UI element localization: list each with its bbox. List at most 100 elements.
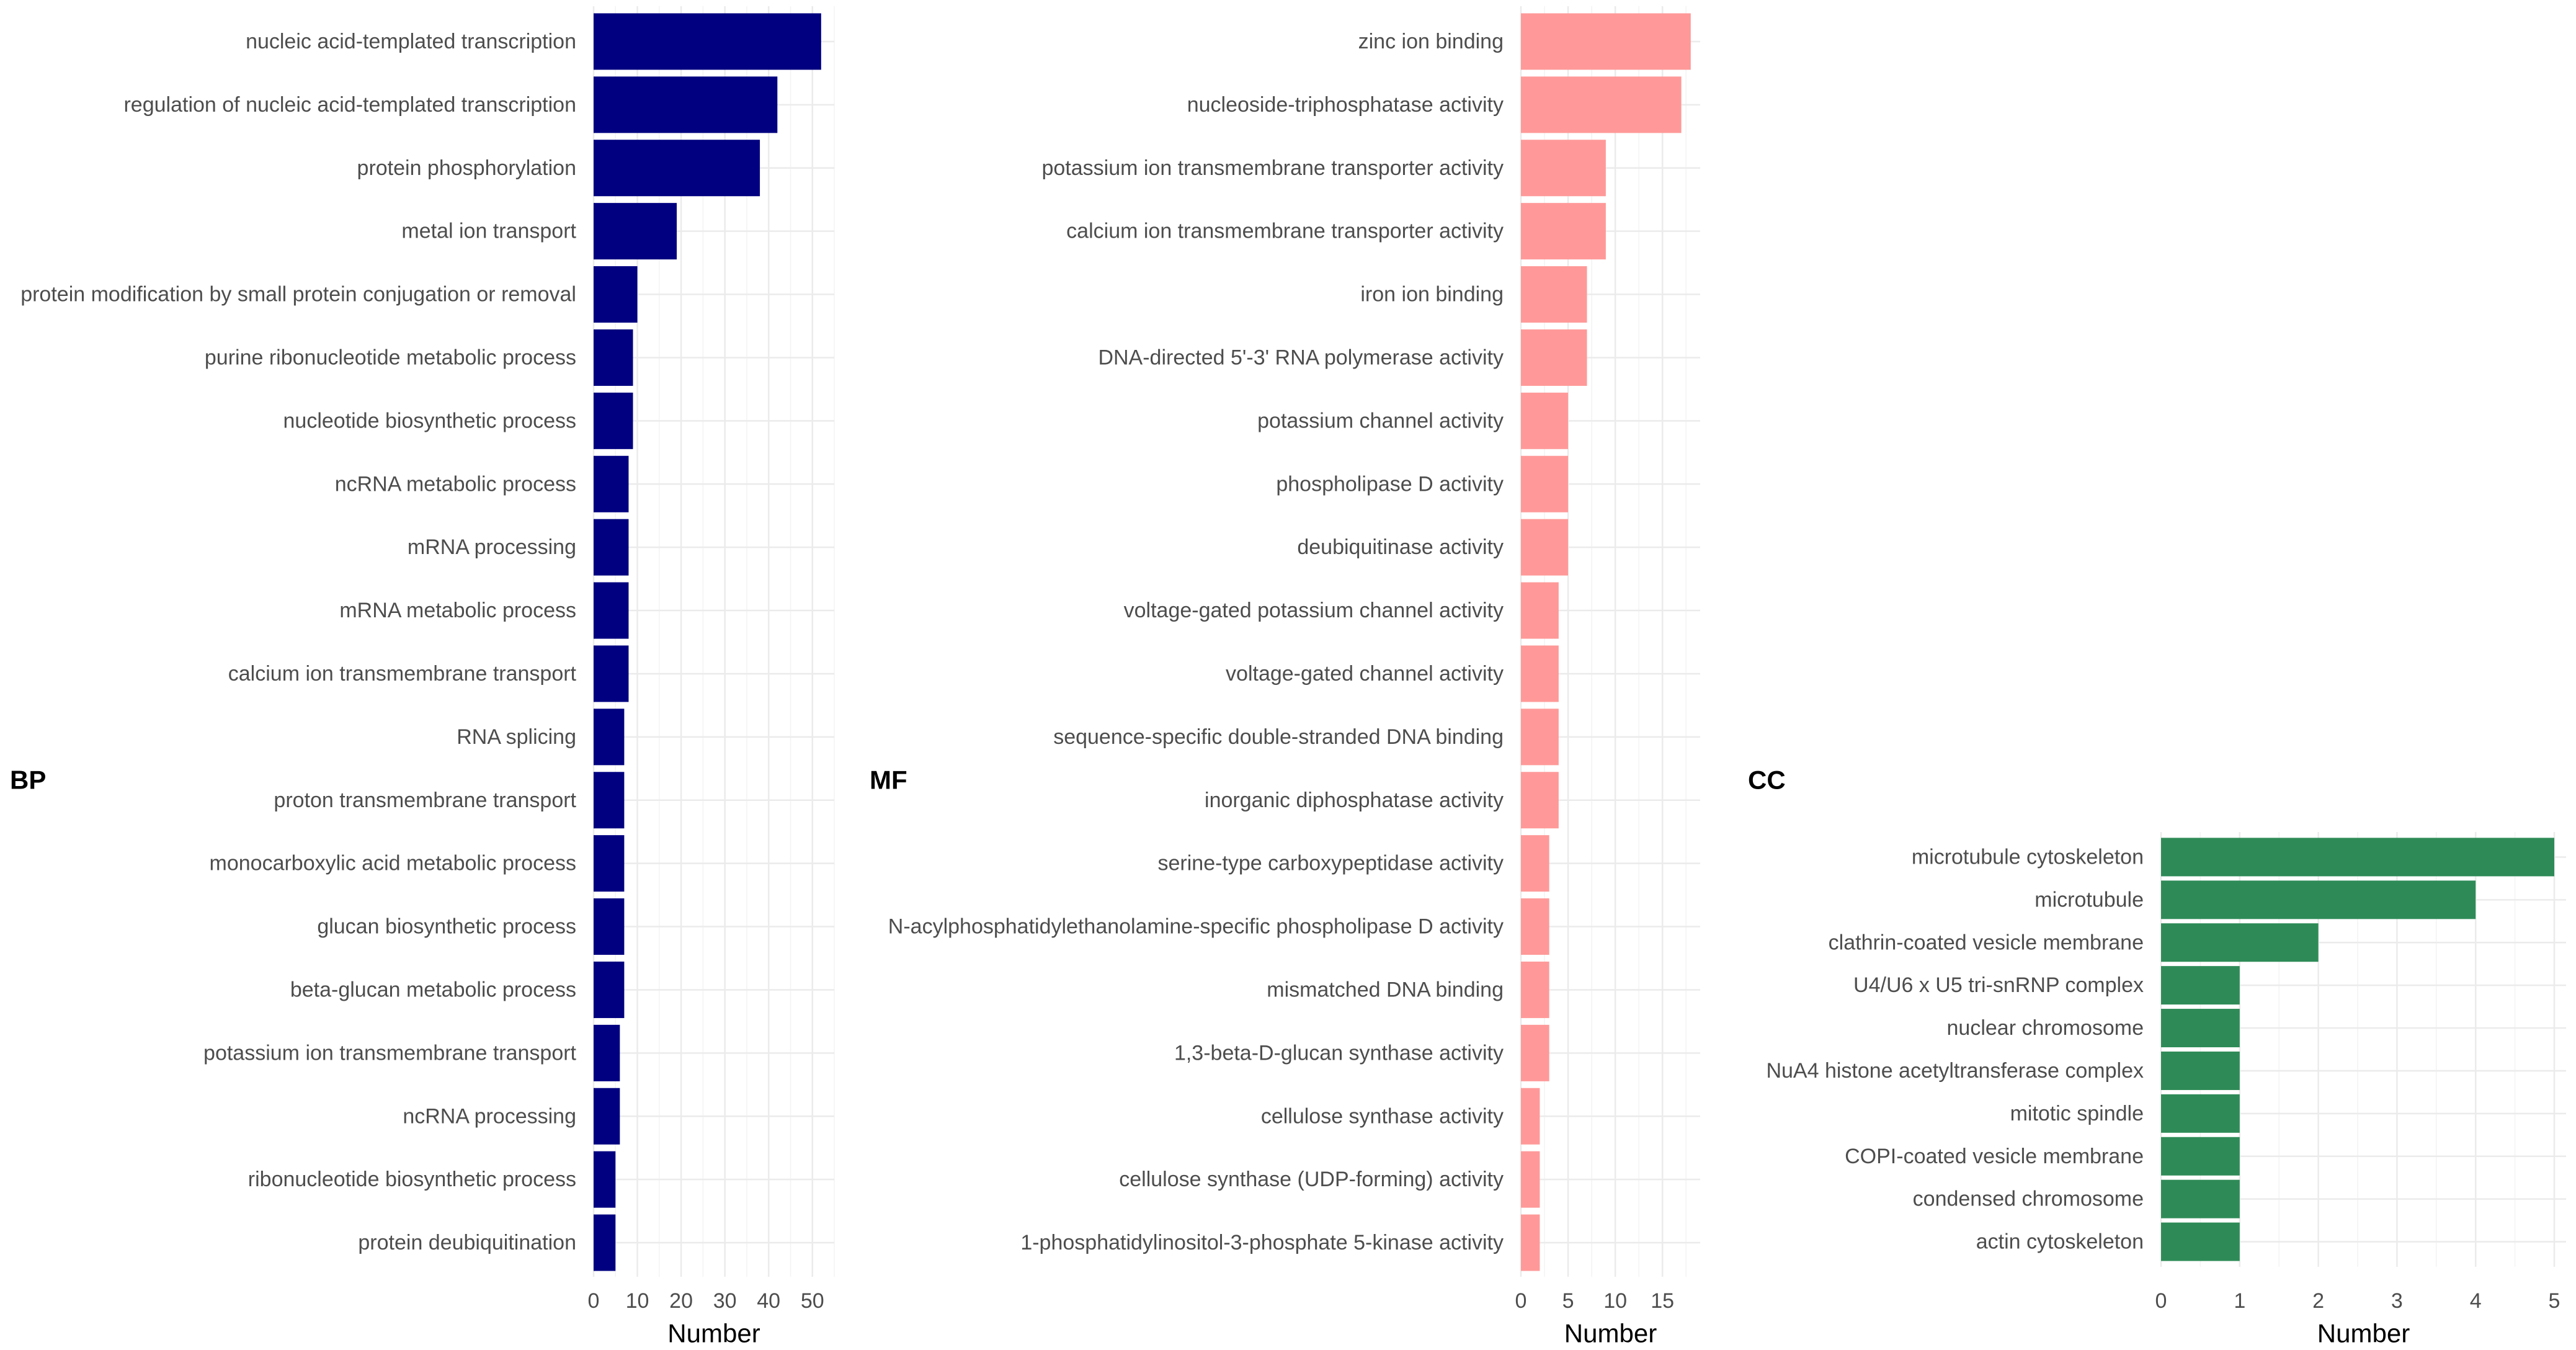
mf-bar xyxy=(1521,835,1549,892)
cc-bar xyxy=(2161,1179,2240,1218)
mf-panel-title: MF xyxy=(870,766,907,795)
mf-bar xyxy=(1521,140,1606,197)
mf-category-label: serine-type carboxypeptidase activity xyxy=(1158,852,1504,875)
mf-category-label: voltage-gated channel activity xyxy=(1226,662,1504,686)
bp-bar xyxy=(594,961,625,1018)
cc-bar xyxy=(2161,966,2240,1005)
cc-category-label: U4/U6 x U5 tri-snRNP complex xyxy=(1853,973,2144,997)
bp-category-label: proton transmembrane transport xyxy=(274,789,576,812)
mf-panel: zinc ion binding nucleoside-triphosphatas… xyxy=(870,6,1700,1348)
mf-bar xyxy=(1521,13,1691,70)
cc-category-label: condensed chromosome xyxy=(1913,1187,2144,1211)
mf-bar xyxy=(1521,329,1587,386)
mf-x-axis-title: Number xyxy=(1564,1319,1657,1348)
mf-category-label: iron ion binding xyxy=(1360,283,1504,306)
mf-category-label: cellulose synthase (UDP-forming) activit… xyxy=(1119,1168,1504,1191)
bp-bar xyxy=(594,1214,616,1271)
mf-bar xyxy=(1521,1088,1540,1145)
bp-bar xyxy=(594,1151,616,1208)
bp-bar xyxy=(594,898,625,955)
bp-x-tick-label: 50 xyxy=(801,1289,824,1313)
mf-bar xyxy=(1521,203,1606,260)
cc-bar xyxy=(2161,838,2554,877)
cc-category-label: nuclear chromosome xyxy=(1947,1016,2144,1040)
mf-bar xyxy=(1521,1214,1540,1271)
mf-x-tick-label: 10 xyxy=(1603,1289,1627,1313)
bp-x-tick-label: 30 xyxy=(713,1289,737,1313)
bp-bar xyxy=(594,835,625,892)
bp-bar xyxy=(594,76,778,133)
bp-category-label: purine ribonucleotide metabolic process xyxy=(205,346,576,369)
bp-bar xyxy=(594,329,633,386)
bp-category-label: calcium ion transmembrane transport xyxy=(228,662,577,686)
bp-bar xyxy=(594,392,633,449)
cc-bar xyxy=(2161,880,2476,919)
mf-bar xyxy=(1521,76,1682,133)
mf-bar xyxy=(1521,898,1549,955)
bp-bar xyxy=(594,140,760,197)
bp-x-tick-label: 0 xyxy=(588,1289,600,1313)
bp-bar xyxy=(594,772,625,829)
mf-bar xyxy=(1521,266,1587,323)
mf-category-label: cellulose synthase activity xyxy=(1261,1104,1504,1128)
mf-category-label: voltage-gated potassium channel activity xyxy=(1124,599,1504,622)
bp-category-label: regulation of nucleic acid-templated tra… xyxy=(123,93,576,117)
mf-category-label: 1,3-beta-D-glucan synthase activity xyxy=(1174,1041,1504,1065)
bp-panel: nucleic acid-templated transcription regu… xyxy=(10,6,835,1348)
bp-category-label: monocarboxylic acid metabolic process xyxy=(210,852,576,875)
mf-bar xyxy=(1521,455,1569,512)
mf-category-label: DNA-directed 5'-3' RNA polymerase activi… xyxy=(1098,346,1504,369)
mf-bar xyxy=(1521,392,1569,449)
bp-bar xyxy=(594,1024,620,1081)
cc-category-label: microtubule xyxy=(2035,888,2144,911)
bp-category-label: ncRNA metabolic process xyxy=(335,472,576,496)
mf-category-label: 1-phosphatidylinositol-3-phosphate 5-kin… xyxy=(1020,1231,1504,1254)
mf-category-label: calcium ion transmembrane transporter ac… xyxy=(1066,220,1504,243)
mf-bar xyxy=(1521,1024,1549,1081)
mf-category-label: N-acylphosphatidylethanolamine-specific … xyxy=(888,915,1504,939)
bp-category-label: mRNA metabolic process xyxy=(339,599,576,622)
mf-category-label: phospholipase D activity xyxy=(1276,472,1504,496)
mf-bar xyxy=(1521,645,1559,702)
cc-category-label: NuA4 histone acetyltransferase complex xyxy=(1766,1059,2144,1083)
bp-bar xyxy=(594,582,629,639)
cc-panel: microtubule cytoskeleton microtubule clath… xyxy=(1748,766,2566,1348)
cc-x-tick-label: 4 xyxy=(2470,1289,2482,1313)
bp-bar xyxy=(594,645,629,702)
cc-x-tick-label: 5 xyxy=(2549,1289,2560,1313)
bp-x-tick-label: 20 xyxy=(669,1289,693,1313)
mf-category-label: zinc ion binding xyxy=(1358,30,1504,53)
bp-x-axis-title: Number xyxy=(667,1319,760,1348)
mf-category-label: potassium ion transmembrane transporter … xyxy=(1041,156,1504,180)
bp-category-label: potassium ion transmembrane transport xyxy=(203,1041,576,1065)
mf-x-tick-label: 5 xyxy=(1562,1289,1574,1313)
bp-x-tick-label: 40 xyxy=(757,1289,780,1313)
cc-bar xyxy=(2161,1009,2240,1048)
cc-x-tick-label: 0 xyxy=(2155,1289,2167,1313)
bp-category-label: metal ion transport xyxy=(401,220,576,243)
bp-bar xyxy=(594,709,625,766)
cc-bar xyxy=(2161,1222,2240,1261)
mf-bar xyxy=(1521,1151,1540,1208)
bp-category-label: ribonucleotide biosynthetic process xyxy=(248,1168,576,1191)
bp-bar xyxy=(594,519,629,576)
bp-category-label: nucleotide biosynthetic process xyxy=(283,409,577,432)
cc-bar xyxy=(2161,923,2319,962)
bp-bar xyxy=(594,203,677,260)
mf-x-tick-label: 15 xyxy=(1651,1289,1674,1313)
mf-category-label: mismatched DNA binding xyxy=(1267,978,1504,1001)
cc-x-tick-label: 2 xyxy=(2312,1289,2324,1313)
bp-bar xyxy=(594,13,821,70)
bp-category-label: nucleic acid-templated transcription xyxy=(246,30,576,53)
bp-bar xyxy=(594,455,629,512)
cc-x-tick-label: 1 xyxy=(2234,1289,2245,1313)
mf-bar xyxy=(1521,772,1559,829)
bp-category-label: protein deubiquitination xyxy=(358,1231,576,1254)
cc-category-label: clathrin-coated vesicle membrane xyxy=(1829,931,2144,954)
bp-bar xyxy=(594,266,638,323)
cc-x-tick-label: 3 xyxy=(2391,1289,2403,1313)
bp-panel-title: BP xyxy=(10,766,46,795)
cc-category-label: COPI-coated vesicle membrane xyxy=(1845,1145,2144,1168)
mf-x-tick-label: 0 xyxy=(1515,1289,1527,1313)
